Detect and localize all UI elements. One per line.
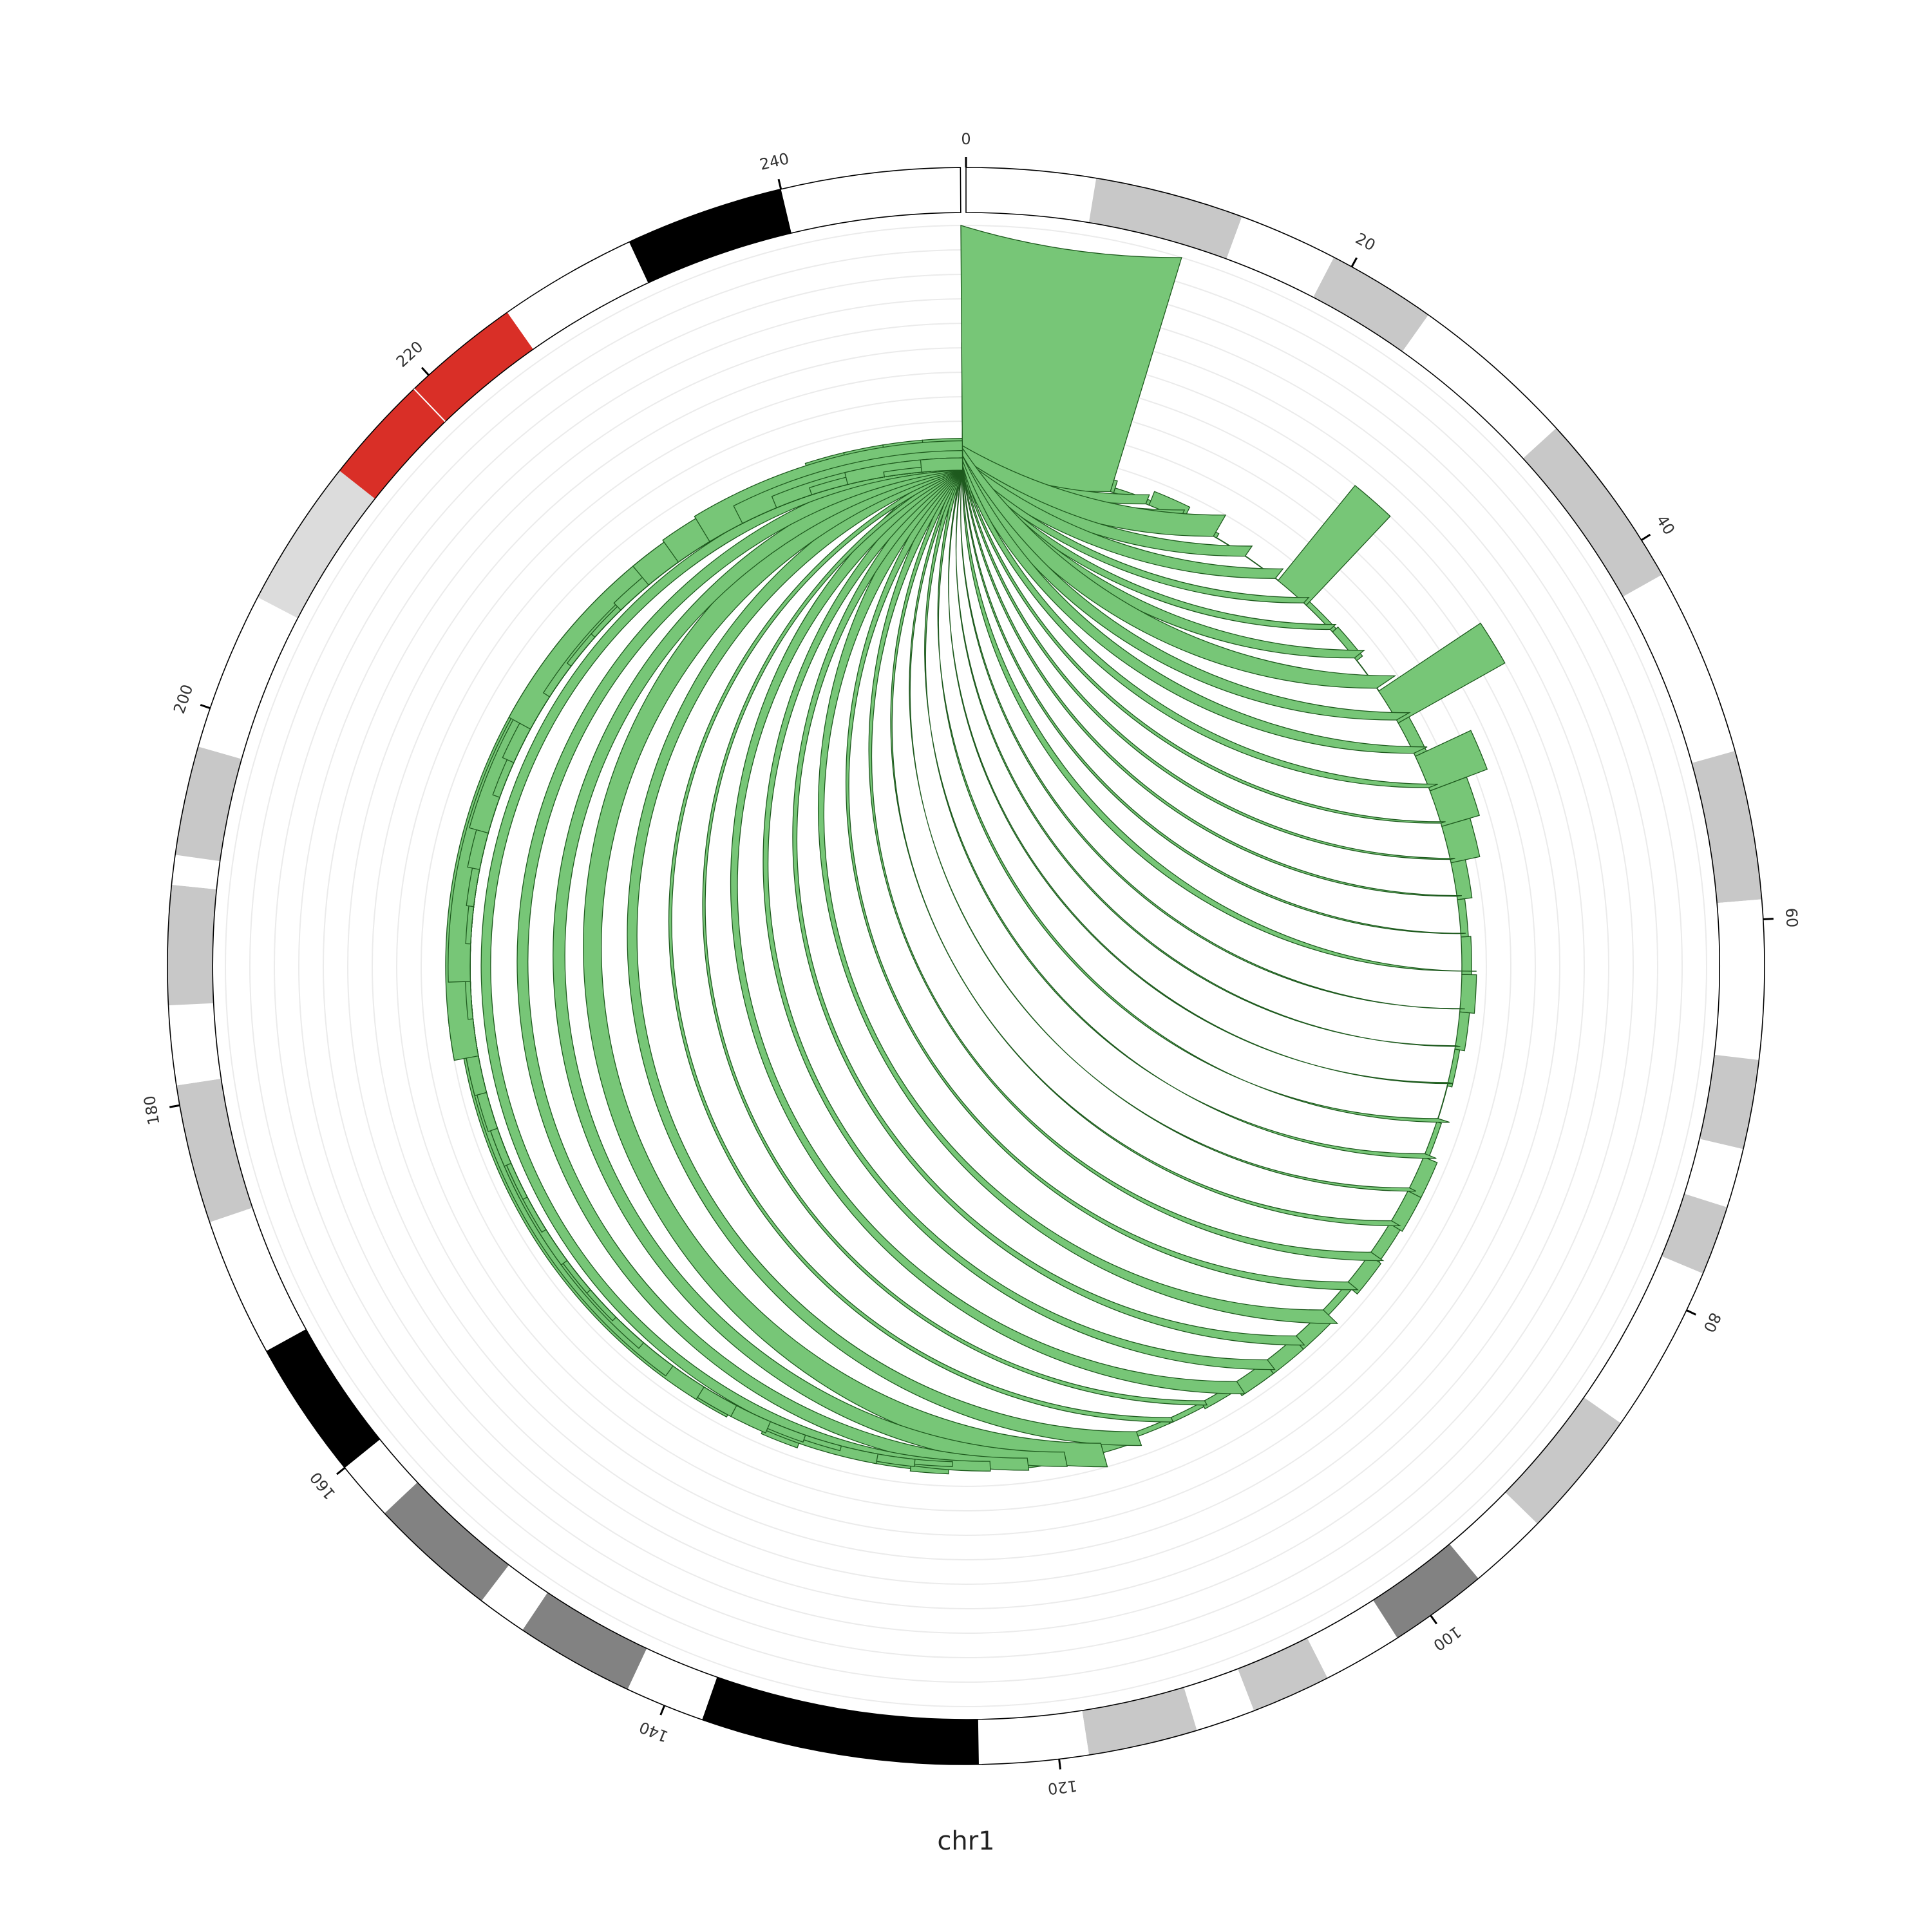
histogram-bar	[1459, 974, 1477, 1014]
tick-mark	[1350, 257, 1358, 267]
ideogram-band	[175, 746, 242, 862]
ideogram-band	[266, 1329, 380, 1468]
ideogram-band	[198, 597, 298, 759]
ideogram-band	[171, 855, 220, 889]
tick-label: 80	[1700, 1310, 1724, 1336]
tick-label: 20	[1352, 229, 1378, 254]
ideogram-band	[1402, 315, 1557, 459]
histogram-bar	[762, 457, 1276, 1370]
histogram-bar	[1441, 817, 1481, 864]
tick-label: 60	[1782, 907, 1801, 928]
ideogram-band	[1505, 1397, 1621, 1524]
histogram-bar	[1423, 1121, 1443, 1160]
histogram-bar	[960, 225, 1182, 493]
tick-mark	[1686, 1309, 1696, 1316]
tick-mark	[1641, 533, 1651, 541]
ideogram-band	[978, 1710, 1090, 1765]
ideogram-band	[413, 312, 533, 422]
ideogram-band	[384, 1482, 509, 1601]
ideogram-band	[176, 1079, 252, 1222]
tick-label: 40	[1653, 512, 1678, 538]
grid-circle	[225, 225, 1707, 1707]
tick-mark	[777, 178, 782, 190]
tick-mark	[659, 1705, 666, 1716]
ideogram-band	[258, 470, 375, 618]
histogram-bar	[1167, 1401, 1205, 1425]
histogram-bar	[909, 462, 1417, 1192]
tick-label: 220	[393, 337, 427, 371]
tick-mark	[1430, 1615, 1438, 1625]
histogram-bar	[920, 457, 963, 473]
grid-circle	[396, 396, 1536, 1536]
tick-mark	[169, 1104, 180, 1108]
chromosome-ideogram	[167, 167, 1765, 1765]
ideogram-band	[168, 1003, 222, 1086]
tick-label: 0	[961, 130, 971, 148]
ideogram-band	[627, 1648, 717, 1720]
ideogram-band	[522, 1592, 647, 1690]
tick-mark	[1058, 1759, 1062, 1770]
tick-mark	[336, 1467, 346, 1475]
ideogram-band	[1082, 1687, 1197, 1756]
ideogram-band	[1622, 574, 1736, 763]
ideogram-band	[339, 388, 446, 499]
tick-label: 180	[140, 1094, 164, 1126]
tick-label: 100	[1430, 1623, 1464, 1654]
ideogram-band	[1714, 899, 1765, 1060]
tick-mark	[421, 366, 430, 376]
ideogram-band	[781, 167, 961, 233]
histogram-bar	[1414, 730, 1488, 791]
ideogram-band	[167, 884, 217, 1006]
ideogram-band	[1372, 1544, 1479, 1638]
centromere-divider	[413, 388, 446, 422]
ideogram-band	[1449, 1492, 1538, 1579]
ideogram-band	[209, 1208, 306, 1351]
ideogram-band	[702, 1677, 979, 1765]
histogram-bar	[1450, 859, 1473, 900]
ideogram-band	[1684, 1139, 1743, 1208]
chromosome-label: chr1	[937, 1826, 994, 1856]
tick-label: 120	[1046, 1777, 1078, 1798]
ideogram-band	[1522, 428, 1662, 597]
tick-label: 160	[307, 1468, 339, 1502]
tick-mark	[200, 704, 211, 710]
ideogram-band	[1584, 1256, 1703, 1423]
histogram-bar	[1378, 622, 1506, 724]
histogram-track	[445, 225, 1506, 1475]
ideogram-band	[345, 1439, 418, 1513]
grid-circle	[372, 372, 1560, 1560]
tick-label: 240	[758, 149, 791, 174]
tick-label: 140	[637, 1718, 671, 1745]
histogram-bar	[1277, 484, 1391, 606]
histogram-bar	[1460, 936, 1472, 976]
ideogram-band	[1226, 216, 1334, 298]
tick-mark	[1763, 918, 1774, 921]
ideogram-band	[966, 167, 1097, 223]
histogram-bar	[1436, 1085, 1448, 1122]
ideogram-band	[1699, 1054, 1759, 1150]
tick-label: 200	[170, 682, 196, 715]
ideogram-outline	[167, 167, 1765, 1765]
ideogram-band	[1184, 1669, 1255, 1731]
ideogram-band	[507, 242, 649, 350]
ideogram-band	[1088, 178, 1242, 260]
ideogram-band	[1307, 1600, 1397, 1678]
ideogram-band	[629, 189, 791, 283]
ideogram-band	[1313, 257, 1428, 352]
ideogram-band	[1237, 1638, 1328, 1711]
